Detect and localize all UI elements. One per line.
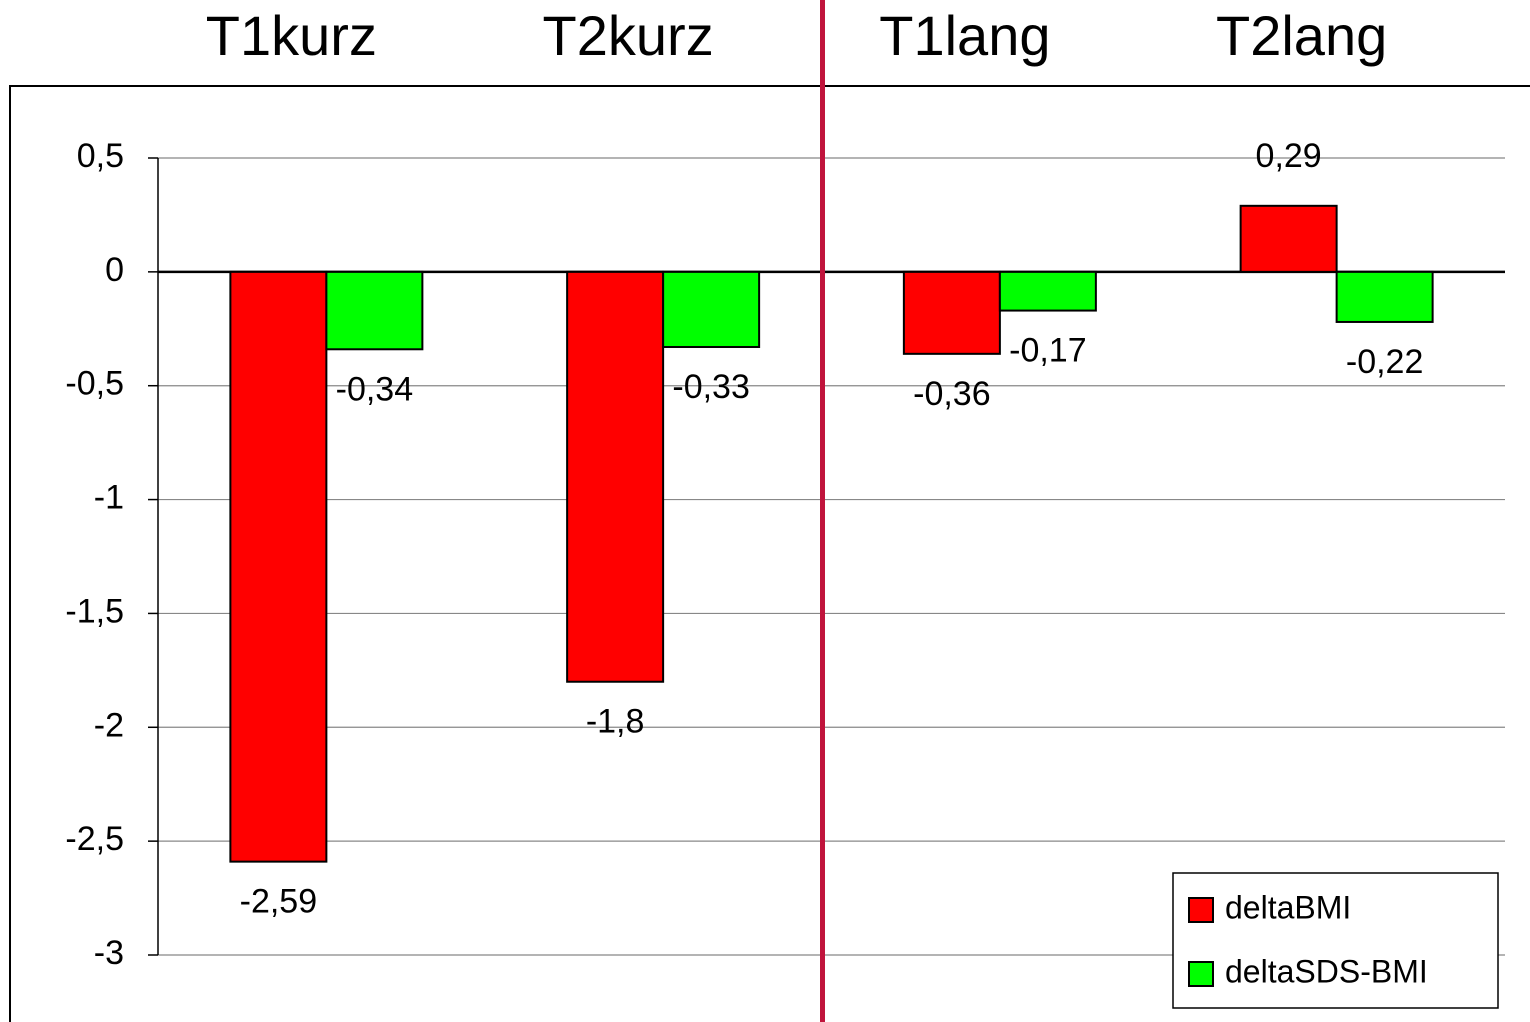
bar xyxy=(902,270,1001,355)
category-label: T1lang xyxy=(879,4,1050,67)
y-tick-label: -1 xyxy=(94,479,124,517)
bar xyxy=(1335,270,1434,323)
data-label: 0,29 xyxy=(1256,137,1322,175)
data-label: -0,34 xyxy=(336,370,414,408)
data-label: -0,22 xyxy=(1346,343,1424,381)
y-tick-label: -2,5 xyxy=(65,820,124,858)
bar xyxy=(229,270,328,863)
legend-swatch xyxy=(1188,897,1214,923)
category-label: T2lang xyxy=(1216,4,1387,67)
data-label: -0,36 xyxy=(913,375,991,413)
y-tick-label: -0,5 xyxy=(65,365,124,403)
data-label: -1,8 xyxy=(586,703,645,741)
y-tick-label: 0,5 xyxy=(77,137,124,175)
category-label: T2kurz xyxy=(543,4,714,67)
data-label: -0,33 xyxy=(672,368,750,406)
y-tick-label: -1,5 xyxy=(65,592,124,630)
legend-label: deltaBMI xyxy=(1225,889,1351,925)
bar xyxy=(1239,204,1338,273)
y-tick-label: -2 xyxy=(94,706,124,744)
data-label: -2,59 xyxy=(240,883,318,921)
data-label: -0,17 xyxy=(1009,332,1087,370)
bar xyxy=(662,270,761,349)
bar xyxy=(566,270,665,683)
legend-box xyxy=(1172,872,1499,1009)
legend-swatch xyxy=(1188,961,1214,987)
chart-frame xyxy=(9,85,1530,1022)
bar xyxy=(998,270,1097,312)
category-label: T1kurz xyxy=(206,4,377,67)
legend-label: deltaSDS-BMI xyxy=(1225,953,1428,989)
y-tick-label: 0 xyxy=(105,251,124,289)
bar xyxy=(325,270,424,351)
y-tick-label: -3 xyxy=(94,934,124,972)
